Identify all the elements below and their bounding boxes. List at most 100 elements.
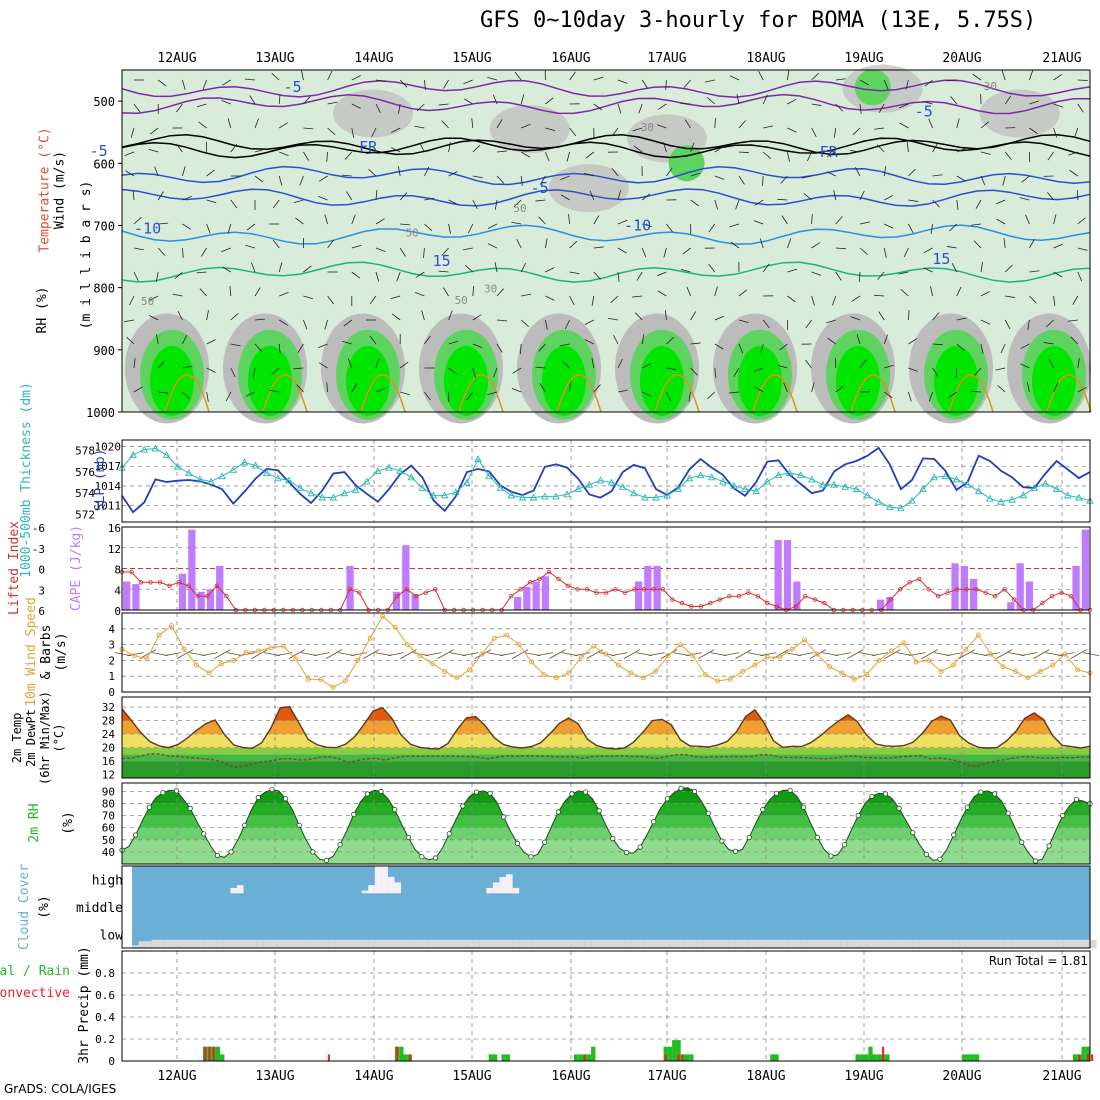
panel-ylabel-text: 3hr Precip (mm) bbox=[77, 946, 92, 1063]
temp-tick-label: 32 bbox=[102, 701, 115, 714]
low-cloud-bar bbox=[342, 939, 349, 948]
wind-speed-point bbox=[491, 635, 497, 641]
wind-barb bbox=[900, 289, 909, 297]
pressure-tick-label: 800 bbox=[93, 282, 115, 296]
thickness-point bbox=[452, 488, 460, 496]
wind-barb bbox=[1077, 217, 1086, 225]
lifted-index-point bbox=[556, 576, 561, 582]
panel-ylabel: (%) bbox=[37, 895, 52, 918]
wind-barb bbox=[126, 336, 135, 345]
wind-barb bbox=[327, 70, 333, 81]
wind-barb bbox=[611, 167, 619, 177]
wind-barb bbox=[851, 295, 861, 302]
low-cloud-bar bbox=[683, 939, 690, 948]
wind-barb bbox=[1004, 319, 1011, 330]
wind-speed-point bbox=[404, 642, 410, 648]
lifted-index-point bbox=[727, 594, 732, 599]
wind-barb bbox=[729, 391, 740, 394]
rh-tick-label: 50 bbox=[102, 834, 115, 847]
wind-barb bbox=[975, 199, 982, 209]
wind-barb bbox=[295, 217, 304, 225]
precip-tick-label: 0.8 bbox=[95, 967, 115, 980]
wind-barb bbox=[593, 246, 604, 249]
wind-barb bbox=[375, 358, 380, 369]
wind-speed-point bbox=[839, 670, 845, 676]
rh-point bbox=[1005, 810, 1011, 816]
precip-convective-bar bbox=[327, 1054, 330, 1061]
wind-10m-barb bbox=[760, 652, 777, 657]
wind-barb bbox=[932, 199, 940, 208]
thickness-point bbox=[251, 461, 260, 469]
wind-barb bbox=[980, 319, 991, 325]
temperature-contour-label: 15 bbox=[433, 252, 451, 270]
rh-contour-label: 50 bbox=[513, 202, 526, 215]
lifted-index-point bbox=[1059, 590, 1064, 595]
wind-barb bbox=[421, 310, 425, 321]
lifted-index-point bbox=[347, 587, 352, 592]
warm-contour bbox=[458, 374, 504, 413]
low-cloud-bar bbox=[906, 939, 913, 948]
wind-barb bbox=[182, 391, 190, 400]
rh-point bbox=[623, 849, 630, 856]
panel-ylabel: (%) bbox=[61, 811, 76, 834]
precip-tick-label: 0.6 bbox=[95, 989, 115, 1002]
slp-line bbox=[121, 446, 1091, 514]
lifted-index-point bbox=[670, 597, 675, 602]
rh-point bbox=[460, 803, 466, 809]
wind-barb bbox=[753, 367, 764, 373]
wind-barb bbox=[230, 367, 236, 378]
wind-barb bbox=[229, 286, 232, 297]
low-cloud-bar bbox=[492, 939, 500, 948]
precip-total-bar bbox=[689, 1054, 694, 1061]
lifted-index-point bbox=[936, 594, 941, 599]
wind-barb bbox=[391, 127, 401, 133]
thickness-point bbox=[630, 489, 638, 497]
thickness-point bbox=[596, 476, 605, 484]
wind-speed-point bbox=[665, 653, 671, 659]
wind-barb bbox=[158, 222, 169, 225]
panel-ylabel: 2m Temp 2m DewPt (6hr Min/Max) (°C) bbox=[10, 691, 66, 785]
wind-10m-barb bbox=[1082, 652, 1100, 657]
upper-air-panel: -5 -5 FR FR -5 -5 -10 -10 15 15 30 30 50 50 50 50 30 500 6… bbox=[86, 64, 1092, 424]
wind-barb bbox=[1077, 386, 1087, 393]
rh-2m-frame bbox=[121, 782, 1091, 865]
wind-barb bbox=[278, 343, 281, 354]
wind-10m-barb bbox=[847, 649, 864, 660]
cape-bar bbox=[178, 573, 187, 610]
low-cloud-bar bbox=[256, 939, 264, 948]
lifted-index-point bbox=[157, 580, 163, 585]
wind-barb bbox=[738, 120, 746, 129]
wind-barb bbox=[657, 290, 667, 297]
wind-barb bbox=[690, 199, 699, 207]
low-cloud-bar bbox=[702, 939, 710, 948]
wind-speed-point bbox=[330, 684, 336, 690]
wind-barb bbox=[472, 144, 481, 153]
thickness-point bbox=[585, 480, 594, 488]
rh-point bbox=[296, 822, 302, 828]
wind-barb bbox=[859, 190, 865, 201]
cape-bar bbox=[411, 594, 419, 610]
wind-barb bbox=[1048, 358, 1054, 369]
wind-barb bbox=[906, 142, 909, 153]
wind-10m-barb bbox=[214, 649, 231, 660]
rh-point bbox=[828, 853, 834, 859]
thickness-point bbox=[318, 493, 327, 501]
wind-barb bbox=[472, 367, 476, 378]
warm-contour bbox=[556, 374, 602, 413]
wind-10m-frame bbox=[121, 612, 1091, 693]
wind-barb bbox=[424, 335, 431, 345]
warm-contour bbox=[1046, 374, 1092, 413]
wind-speed-point bbox=[690, 653, 696, 659]
lifted-index-point bbox=[812, 597, 817, 602]
thickness-point bbox=[1075, 493, 1083, 501]
thickness-point bbox=[919, 485, 927, 492]
wind-barb bbox=[874, 294, 885, 297]
thickness-point bbox=[407, 473, 416, 481]
rh-point bbox=[637, 844, 643, 850]
wind-barb bbox=[535, 199, 546, 202]
wind-barb bbox=[714, 286, 718, 297]
thickness-point bbox=[752, 487, 760, 495]
wind-barb bbox=[656, 271, 667, 277]
rh-contour-label: 50 bbox=[141, 295, 154, 308]
